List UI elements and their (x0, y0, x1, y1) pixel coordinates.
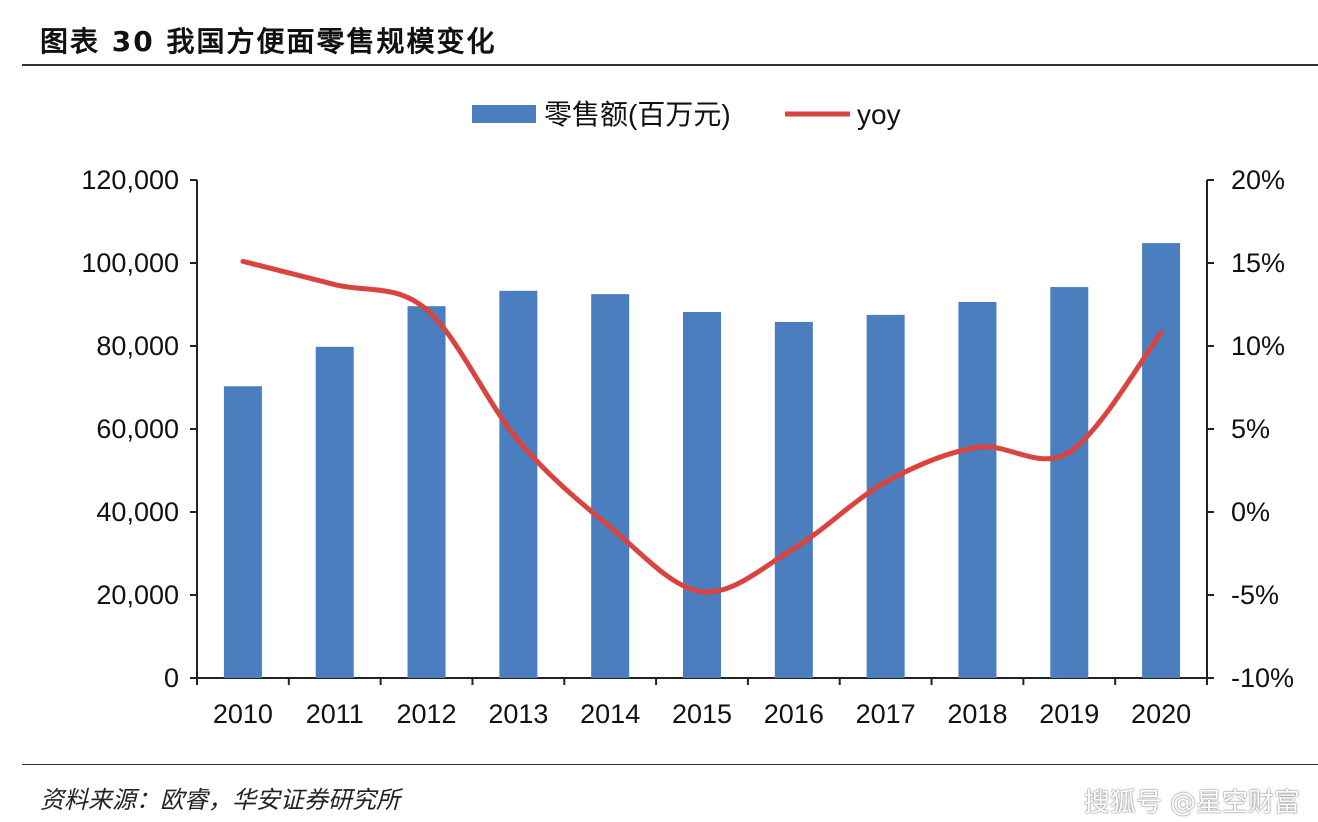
x-tick-label: 2013 (488, 699, 548, 729)
x-tick-label: 2018 (947, 699, 1007, 729)
bar-2010 (223, 386, 262, 678)
bar-2019 (1050, 287, 1089, 678)
x-tick-label: 2016 (764, 699, 824, 729)
left-tick-label: 60,000 (96, 414, 179, 444)
x-tick-label: 2017 (856, 699, 916, 729)
x-tick-label: 2015 (672, 699, 732, 729)
top-divider (22, 64, 1318, 66)
chart-title: 图表 30 我国方便面零售规模变化 (40, 25, 497, 58)
x-tick-label: 2012 (397, 699, 457, 729)
x-tick-label: 2010 (213, 699, 273, 729)
bottom-divider (22, 764, 1318, 765)
x-tick-label: 2011 (306, 699, 364, 729)
bar-2017 (866, 314, 905, 678)
right-tick-label: 5% (1231, 414, 1270, 444)
bar-2016 (774, 321, 813, 678)
x-tick-label: 2014 (580, 699, 640, 729)
right-tick-label: -10% (1231, 663, 1294, 693)
legend-bar-swatch (472, 105, 536, 123)
x-tick-label: 2020 (1131, 699, 1191, 729)
left-tick-label: 80,000 (96, 331, 179, 361)
right-tick-label: 0% (1231, 497, 1270, 527)
right-tick-label: -5% (1231, 580, 1279, 610)
left-tick-label: 40,000 (96, 497, 179, 527)
right-tick-label: 10% (1231, 331, 1285, 361)
legend-line-label: yoy (857, 99, 901, 130)
bar-2020 (1142, 243, 1181, 678)
left-tick-label: 100,000 (81, 248, 179, 278)
bar-2014 (591, 294, 630, 678)
bar-2015 (683, 311, 721, 678)
watermark: 搜狐号 @星空财富 (1083, 788, 1300, 818)
left-tick-label: 20,000 (96, 580, 179, 610)
bar-2013 (499, 290, 538, 678)
x-tick-label: 2019 (1039, 699, 1099, 729)
legend-bar-label: 零售额(百万元) (544, 99, 731, 130)
bar-2012 (407, 306, 446, 678)
bar-2011 (315, 346, 354, 678)
source-note: 资料来源：欧睿，华安证券研究所 (40, 786, 400, 814)
right-tick-label: 15% (1231, 248, 1285, 278)
bar-2018 (958, 302, 997, 678)
left-tick-label: 120,000 (81, 165, 179, 195)
left-tick-label: 0 (164, 663, 179, 693)
right-tick-label: 20% (1231, 165, 1285, 195)
